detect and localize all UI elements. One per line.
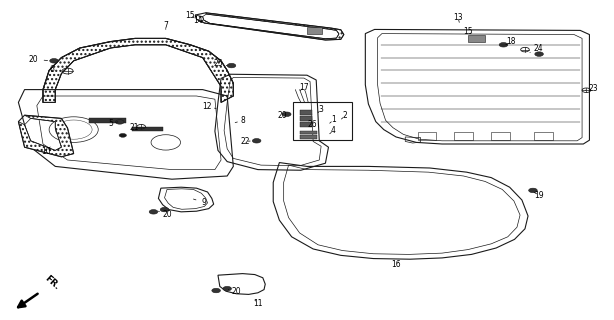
Circle shape [119,133,126,137]
Text: 19: 19 [534,191,544,200]
Circle shape [50,59,58,63]
Text: 16: 16 [391,260,401,269]
Text: 21: 21 [129,124,139,132]
Bar [300,116,312,121]
Text: 20: 20 [158,210,172,219]
Text: 15: 15 [464,27,473,36]
Text: 14: 14 [193,16,203,25]
Text: 18: 18 [506,37,516,46]
Bar [300,131,317,134]
Bar [491,132,510,140]
Circle shape [535,52,543,56]
Circle shape [282,112,291,116]
Text: 20: 20 [29,55,47,64]
Text: 20: 20 [228,287,241,296]
Text: FR.: FR. [43,274,61,291]
Circle shape [115,120,124,124]
Text: 11: 11 [253,299,263,308]
Text: 13: 13 [453,13,463,22]
Text: 9: 9 [193,198,206,207]
Bar [300,110,312,115]
Circle shape [499,43,508,47]
Text: 24: 24 [530,44,543,53]
Polygon shape [18,115,74,157]
Text: 5: 5 [108,119,118,128]
Bar [307,27,322,34]
Circle shape [529,188,537,193]
Bar [132,127,163,131]
Text: 20: 20 [278,111,287,120]
Text: 23: 23 [585,84,598,93]
Circle shape [212,288,220,293]
Text: 10: 10 [41,147,51,156]
Circle shape [227,63,236,68]
Bar [89,118,126,123]
Circle shape [149,210,158,214]
Text: 8: 8 [235,116,245,125]
Bar [293,102,352,140]
Circle shape [223,286,231,291]
Text: 25: 25 [214,59,227,68]
Bar [534,132,553,140]
Bar [300,135,317,139]
Text: 22: 22 [241,137,251,146]
Text: 15: 15 [185,11,195,20]
Text: 7: 7 [163,21,168,30]
Bar [454,132,473,140]
Bar [468,35,485,42]
Text: 4: 4 [330,126,336,135]
Text: 1: 1 [330,116,336,124]
Text: 12: 12 [202,102,216,111]
Polygon shape [43,38,233,102]
Text: 26: 26 [307,120,317,129]
Text: 2: 2 [341,111,348,120]
Text: 17: 17 [299,83,309,92]
Bar [300,122,312,127]
Circle shape [252,139,261,143]
Circle shape [160,207,169,212]
Text: 3: 3 [318,105,324,114]
Text: 6: 6 [50,65,61,74]
Polygon shape [195,13,344,40]
Bar [418,132,436,140]
